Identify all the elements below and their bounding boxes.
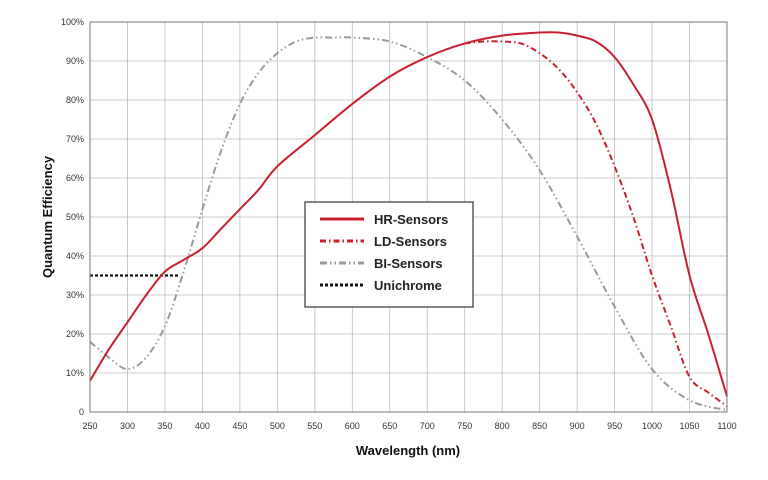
series-line-hr-sensors [89, 31, 728, 397]
y-axis-ticks: 0 10% 20% 30% 40% 50% 60% 70% 80% 90% 100% [61, 17, 84, 417]
y-tick-label: 40% [66, 251, 84, 261]
x-tick-label: 850 [532, 421, 547, 431]
x-tick-label: 550 [307, 421, 322, 431]
x-tick-label: 600 [345, 421, 360, 431]
y-tick-label: 50% [66, 212, 84, 222]
y-tick-label: 10% [66, 368, 84, 378]
y-tick-label: 90% [66, 56, 84, 66]
x-tick-label: 350 [157, 421, 172, 431]
series-line-ld-sensors [464, 40, 728, 407]
x-tick-label: 450 [232, 421, 247, 431]
legend-label: Unichrome [374, 278, 442, 293]
legend: HR-Sensors LD-Sensors BI-Sensors Unichrome [304, 201, 474, 308]
legend-label: BI-Sensors [374, 256, 443, 271]
y-tick-label: 100% [61, 17, 84, 27]
x-tick-label: 1000 [642, 421, 662, 431]
x-tick-label: 700 [420, 421, 435, 431]
x-axis-label: Wavelength (nm) [356, 443, 460, 458]
legend-label: LD-Sensors [374, 234, 447, 249]
legend-label: HR-Sensors [374, 212, 448, 227]
series-lines [89, 31, 728, 412]
x-tick-label: 500 [270, 421, 285, 431]
y-tick-label: 60% [66, 173, 84, 183]
x-tick-label: 300 [120, 421, 135, 431]
y-tick-label: 80% [66, 95, 84, 105]
y-tick-label: 30% [66, 290, 84, 300]
x-tick-label: 900 [570, 421, 585, 431]
x-tick-label: 750 [457, 421, 472, 431]
x-tick-label: 1050 [680, 421, 700, 431]
x-axis-ticks: 250 300 350 400 450 500 550 600 650 700 750 800 850 9… [82, 421, 736, 431]
series-line-bi-sensors [89, 36, 728, 412]
x-tick-label: 250 [82, 421, 97, 431]
y-axis-label: Quantum Efficiency [40, 155, 55, 278]
x-tick-label: 1100 [717, 421, 736, 431]
x-tick-label: 950 [607, 421, 622, 431]
x-tick-label: 800 [495, 421, 510, 431]
x-tick-label: 400 [195, 421, 210, 431]
y-tick-label: 20% [66, 329, 84, 339]
y-tick-label: 0 [79, 407, 84, 417]
y-tick-label: 70% [66, 134, 84, 144]
plot-frame [89, 21, 728, 413]
x-tick-label: 650 [382, 421, 397, 431]
